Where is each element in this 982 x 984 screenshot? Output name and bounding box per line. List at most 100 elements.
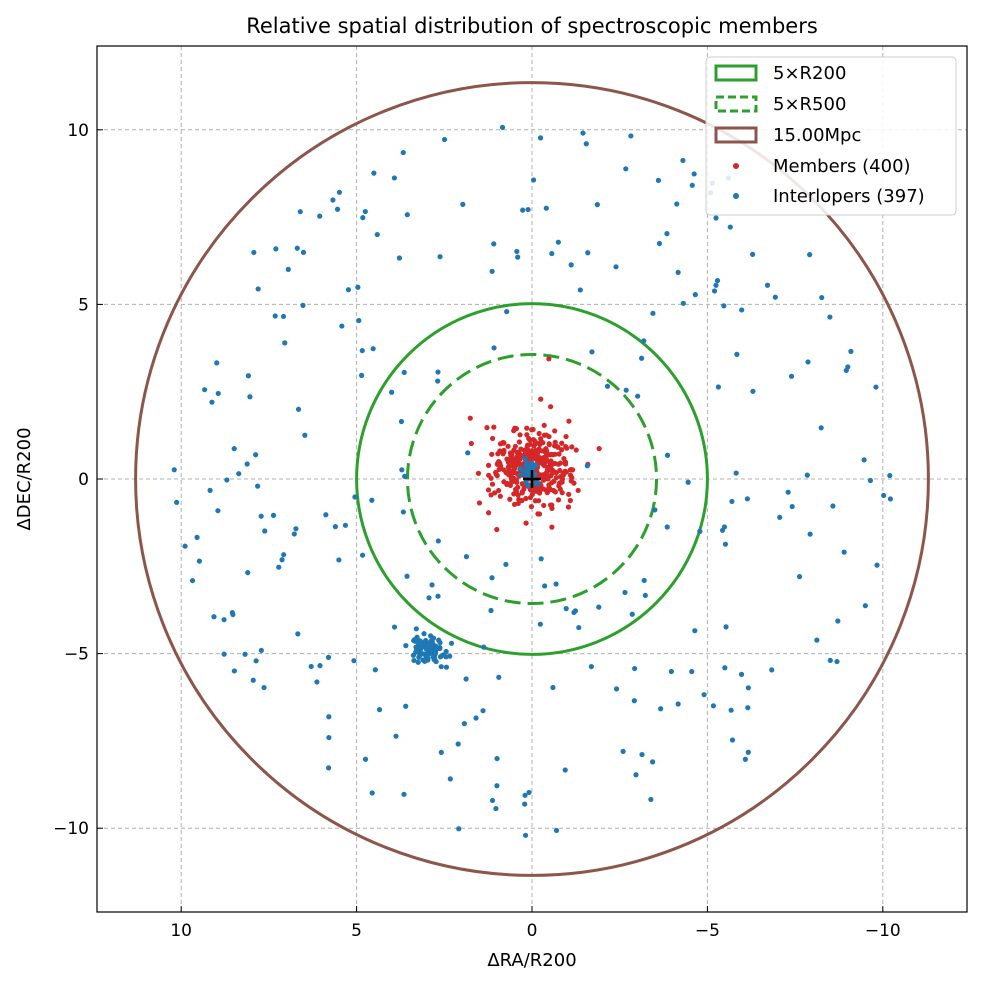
interloper-point [463,554,470,560]
member-point [546,482,552,488]
interloper-point [359,347,365,354]
member-point [563,433,569,440]
member-point [484,425,490,431]
interloper-point [691,171,697,177]
interloper-point [589,349,595,355]
interloper-point [520,207,526,213]
member-point [532,498,539,504]
legend-swatch-5r200 [714,64,758,82]
interloper-point [403,703,409,709]
member-point [540,448,546,454]
interloper-point [326,765,332,771]
interloper-point [421,651,427,657]
interloper-point [242,651,248,657]
interloper-point [245,373,251,379]
interloper-point [719,527,726,533]
interlopers-series [171,124,894,838]
interloper-point [722,665,728,671]
member-point [546,356,552,362]
axis-ticks: 10 5 0 −5 −10 −10 −5 0 5 10 [53,121,901,941]
member-point [546,467,552,473]
interloper-point [650,310,656,316]
legend-label-interlopers: Interlopers (397) [773,186,925,207]
interloper-point [279,557,285,563]
interloper-point [399,467,405,473]
members-series [467,356,602,533]
interloper-point [522,455,528,461]
legend: 5×R200 5×R500 15.00Mpc Members (400) Int… [705,56,957,216]
interloper-point [342,522,349,528]
interloper-point [371,170,377,176]
interloper-point [648,796,654,803]
member-point [532,487,539,493]
member-point [549,524,555,530]
interloper-point [400,149,406,156]
member-point [489,435,496,442]
interloper-point [517,466,523,472]
interloper-point [250,677,256,683]
interloper-point [431,655,438,661]
member-point [489,451,495,457]
interloper-point [423,637,429,644]
interloper-point [639,751,645,758]
interloper-point [370,346,376,352]
interloper-point [435,369,441,375]
interloper-point [429,646,435,652]
interloper-point [655,177,662,183]
member-point [495,451,501,457]
interloper-point [721,303,727,309]
interloper-point [443,648,449,655]
interloper-point [738,671,745,677]
member-point [486,510,492,516]
interloper-point [295,406,302,412]
interloper-point [196,558,202,564]
interloper-point [435,538,441,544]
interloper-point [330,197,336,203]
legend-label-5r500: 5×R500 [773,94,846,115]
interloper-point [432,651,438,657]
interloper-point [874,562,880,568]
interloper-point [522,832,529,838]
y-tick-label: −5 [64,645,89,665]
interloper-point [493,805,499,812]
interloper-point [317,213,323,219]
interloper-point [494,755,500,762]
member-point [507,496,513,502]
interloper-point [308,663,314,670]
member-point [563,443,569,450]
interloper-point [351,658,357,664]
interloper-point [692,291,698,298]
interloper-point [171,467,177,473]
member-point [537,485,544,491]
interloper-point [518,472,524,478]
interloper-point [523,479,529,485]
y-axis-label: ΔDEC/R200 [14,427,35,530]
interloper-point [861,457,867,463]
interloper-point [530,177,537,183]
interloper-point [276,564,282,570]
interloper-point [297,209,303,215]
interloper-point [524,460,530,466]
member-point [566,491,572,497]
interloper-point [658,706,664,712]
member-point [573,447,579,453]
interloper-point [525,483,531,489]
interloper-point [588,663,594,670]
member-point [518,446,524,452]
member-point [511,491,517,497]
interloper-point [272,313,278,319]
member-point [508,470,514,476]
interloper-point [339,323,345,329]
member-point [523,495,529,502]
interloper-point [372,667,378,673]
member-point [475,470,482,476]
member-point [524,432,530,438]
member-point [485,487,492,493]
member-point [557,460,564,466]
interloper-point [416,654,422,660]
member-point [488,492,494,498]
member-point [527,495,533,501]
interloper-point [393,733,399,739]
interloper-point [623,166,629,172]
